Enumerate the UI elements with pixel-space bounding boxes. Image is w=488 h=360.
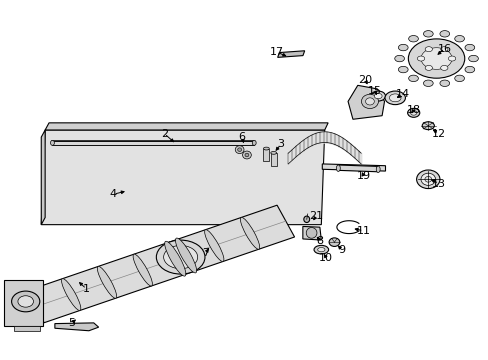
Text: 5: 5 (68, 318, 75, 328)
Ellipse shape (407, 39, 464, 78)
Text: 4: 4 (109, 189, 117, 199)
Ellipse shape (407, 108, 419, 117)
Ellipse shape (384, 91, 405, 105)
Ellipse shape (361, 94, 378, 109)
Ellipse shape (408, 36, 418, 42)
Text: 10: 10 (319, 252, 332, 262)
Ellipse shape (439, 80, 449, 86)
Ellipse shape (12, 291, 40, 312)
Ellipse shape (237, 148, 241, 152)
Ellipse shape (417, 56, 424, 61)
Ellipse shape (252, 140, 256, 145)
Ellipse shape (50, 140, 54, 145)
Ellipse shape (424, 66, 431, 71)
Text: 1: 1 (83, 284, 90, 294)
Ellipse shape (375, 166, 379, 172)
Ellipse shape (156, 240, 204, 274)
Ellipse shape (97, 266, 116, 298)
Ellipse shape (175, 238, 196, 273)
Ellipse shape (61, 279, 81, 311)
Ellipse shape (328, 238, 339, 247)
Text: 21: 21 (309, 211, 323, 221)
Ellipse shape (454, 75, 464, 82)
Text: 13: 13 (431, 179, 445, 189)
Ellipse shape (242, 151, 251, 159)
Polygon shape (52, 141, 254, 145)
Polygon shape (263, 149, 269, 161)
Polygon shape (27, 205, 294, 323)
Ellipse shape (439, 31, 449, 37)
Ellipse shape (423, 31, 432, 37)
Ellipse shape (240, 217, 259, 249)
Polygon shape (55, 323, 99, 331)
Ellipse shape (313, 246, 328, 254)
Ellipse shape (235, 146, 244, 154)
Ellipse shape (464, 44, 474, 51)
Ellipse shape (468, 55, 477, 62)
Ellipse shape (133, 254, 152, 286)
Text: 7: 7 (202, 248, 209, 258)
Ellipse shape (440, 47, 447, 52)
Ellipse shape (365, 98, 373, 105)
Ellipse shape (303, 216, 309, 222)
Ellipse shape (398, 44, 407, 51)
Ellipse shape (424, 176, 431, 182)
Polygon shape (322, 164, 385, 171)
Text: 16: 16 (437, 44, 451, 54)
Ellipse shape (164, 241, 185, 276)
Ellipse shape (394, 55, 404, 62)
Ellipse shape (305, 228, 316, 238)
Text: 14: 14 (395, 89, 409, 99)
Text: 11: 11 (356, 226, 370, 236)
Ellipse shape (420, 173, 435, 185)
Ellipse shape (263, 147, 269, 150)
Polygon shape (41, 130, 324, 225)
Polygon shape (302, 226, 321, 240)
Text: 19: 19 (356, 171, 370, 181)
Ellipse shape (464, 66, 474, 73)
Polygon shape (4, 280, 42, 327)
Polygon shape (347, 85, 384, 119)
Ellipse shape (421, 122, 433, 130)
Polygon shape (45, 123, 327, 130)
Polygon shape (14, 327, 40, 331)
Text: 12: 12 (431, 129, 445, 139)
Text: 15: 15 (367, 86, 381, 96)
Text: 20: 20 (357, 75, 371, 85)
Polygon shape (270, 153, 276, 166)
Ellipse shape (424, 47, 431, 52)
Ellipse shape (423, 80, 432, 86)
Text: 3: 3 (277, 139, 284, 149)
Text: 9: 9 (338, 245, 345, 255)
Ellipse shape (440, 66, 447, 71)
Ellipse shape (388, 94, 400, 102)
Text: 2: 2 (161, 129, 167, 139)
Ellipse shape (317, 248, 325, 252)
Ellipse shape (163, 246, 197, 269)
Text: 6: 6 (238, 132, 245, 142)
Ellipse shape (18, 296, 33, 307)
Ellipse shape (204, 230, 224, 261)
Ellipse shape (373, 93, 381, 99)
Ellipse shape (420, 48, 451, 69)
Polygon shape (277, 51, 304, 57)
Ellipse shape (398, 66, 407, 73)
Ellipse shape (168, 242, 188, 274)
Ellipse shape (408, 75, 418, 82)
Text: 8: 8 (316, 236, 323, 246)
Text: 17: 17 (269, 47, 284, 57)
Text: 18: 18 (406, 105, 420, 115)
Ellipse shape (370, 91, 385, 101)
Polygon shape (338, 165, 377, 172)
Ellipse shape (410, 111, 416, 115)
Ellipse shape (336, 165, 340, 171)
Ellipse shape (454, 36, 464, 42)
Ellipse shape (244, 153, 248, 157)
Polygon shape (41, 130, 45, 225)
Ellipse shape (416, 170, 439, 189)
Ellipse shape (447, 56, 455, 61)
Ellipse shape (270, 152, 276, 154)
